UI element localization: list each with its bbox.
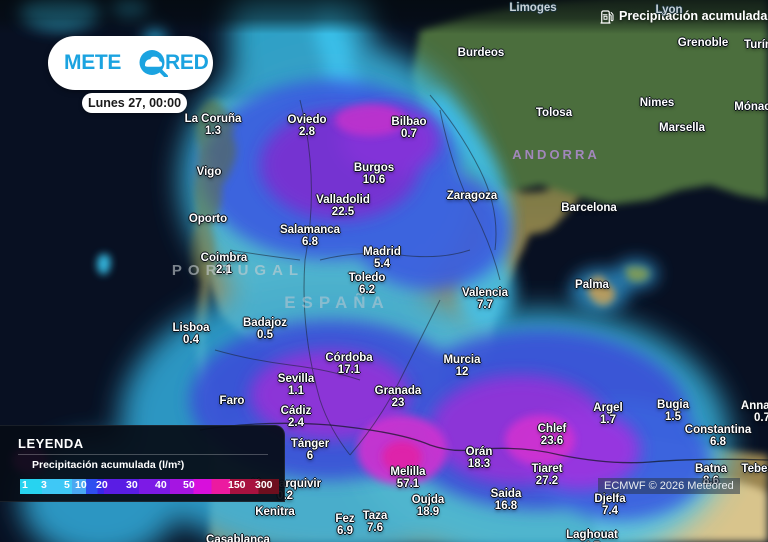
svg-text:RED: RED <box>165 51 209 74</box>
svg-text:METE: METE <box>64 51 121 74</box>
